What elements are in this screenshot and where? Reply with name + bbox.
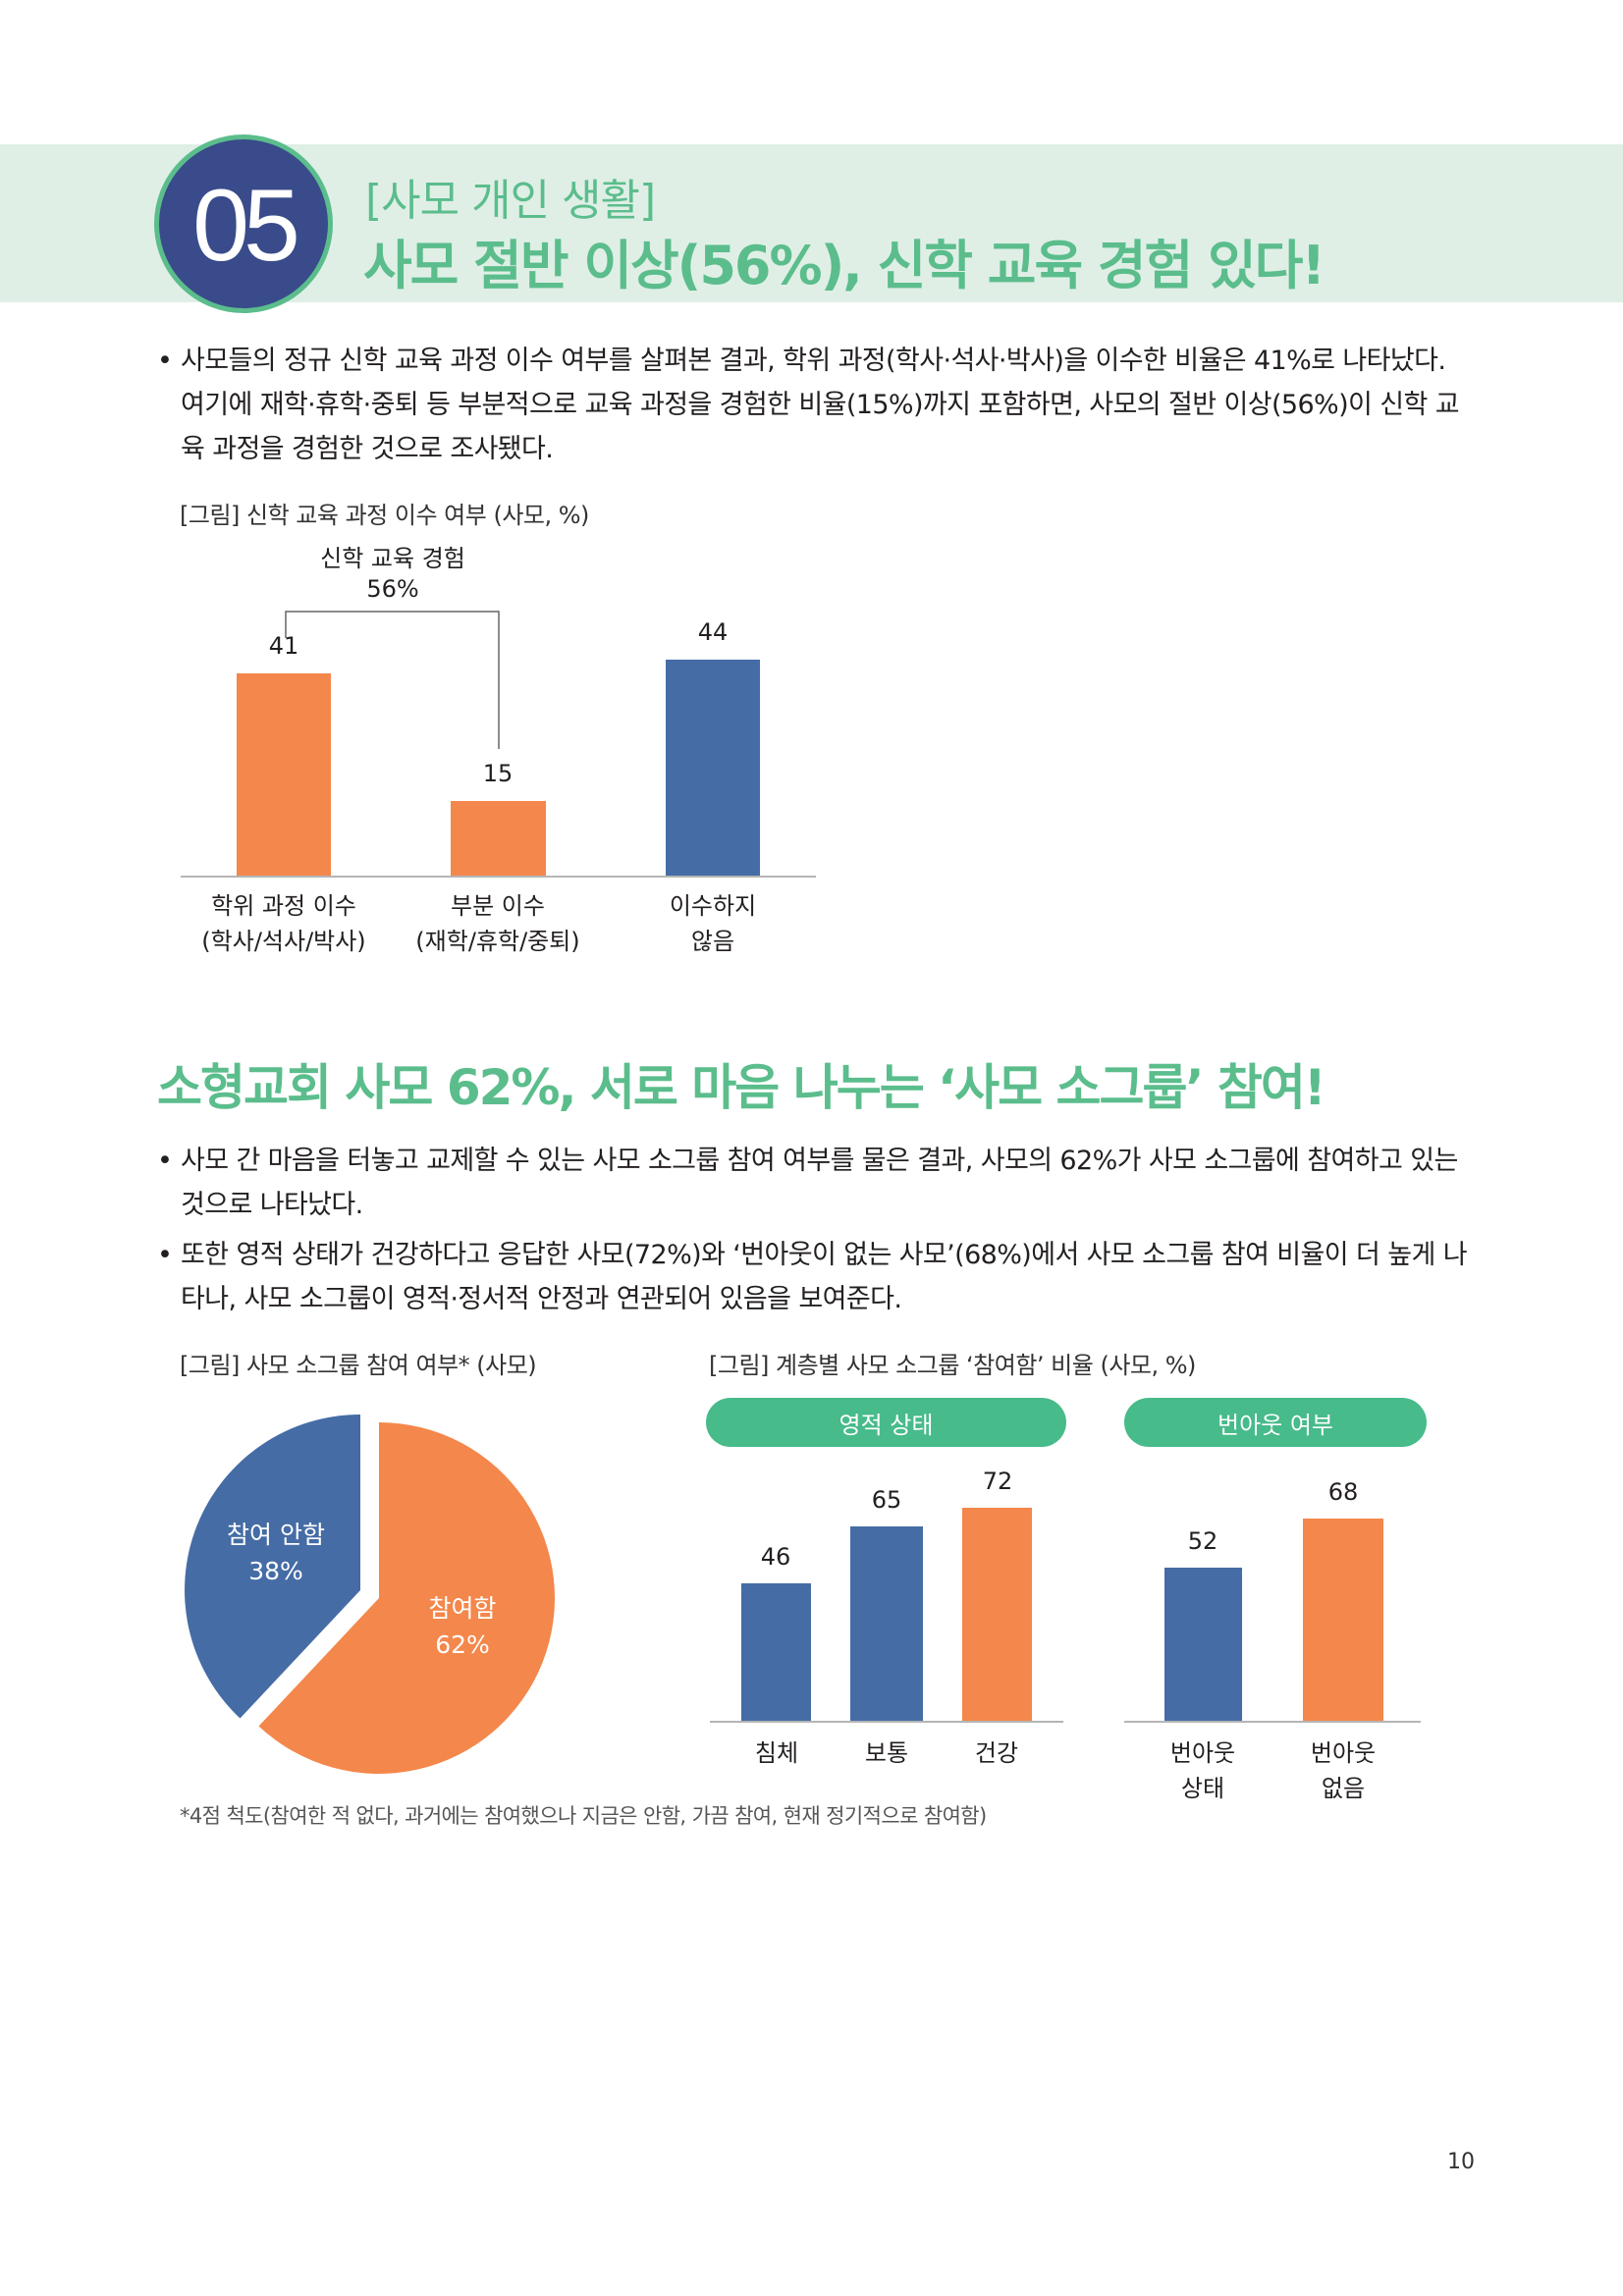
x-label: 침체 <box>754 1739 799 1767</box>
bar-value: 72 <box>982 1468 1013 1495</box>
bar-value: 46 <box>760 1543 791 1571</box>
bar-value: 15 <box>482 760 514 787</box>
pie-slice-not-participate <box>185 1415 360 1719</box>
bullet-icon: • <box>157 1240 173 1270</box>
page-number: 10 <box>1447 2150 1475 2174</box>
bullet-text: 사모 간 마음을 터놓고 교제할 수 있는 사모 소그룹 참여 여부를 물은 결… <box>181 1146 1458 1220</box>
bar-value: 68 <box>1327 1478 1359 1506</box>
bullet-paragraph: • 사모들의 정규 신학 교육 과정 이수 여부를 살펴본 결과, 학위 과정(… <box>157 339 1473 471</box>
x-label: 학위 과정 이수 (학사/석사/박사) <box>201 892 366 955</box>
bracket-annotation: 신학 교육 경험 56% <box>295 544 491 605</box>
bullet-paragraph: • 또한 영적 상태가 건강하다고 응답한 사모(72%)와 ‘번아웃이 없는 … <box>157 1233 1473 1321</box>
pie-caption: [그림] 사모 소그룹 참여 여부* (사모) <box>180 1352 537 1379</box>
bar-no-burnout <box>1303 1519 1383 1721</box>
bullet-text: 사모들의 정규 신학 교육 과정 이수 여부를 살펴본 결과, 학위 과정(학사… <box>181 346 1460 464</box>
x-label: 번아웃 상태 <box>1169 1739 1236 1802</box>
pill-spiritual-state: 영적 상태 <box>706 1398 1066 1447</box>
x-label: 이수하지 않음 <box>669 892 757 955</box>
section-number: 05 <box>192 169 300 283</box>
bar-normal <box>850 1526 923 1721</box>
bar-degree <box>237 673 331 876</box>
bracket-label: 신학 교육 경험 <box>320 545 465 572</box>
section-title: 사모 절반 이상(56%), 신학 교육 경험 있다! <box>363 235 1325 296</box>
bar-healthy <box>962 1508 1032 1721</box>
bar-stagnant <box>741 1583 811 1721</box>
x-label: 부분 이수 (재학/휴학/중퇴) <box>415 892 580 955</box>
pie-label-not: 참여 안함 38% <box>227 1521 325 1585</box>
bar-value: 41 <box>268 632 299 660</box>
footnote: *4점 척도(참여한 적 없다, 과거에는 참여했으나 지금은 안함, 가끔 참… <box>180 1804 987 1828</box>
x-axis <box>1124 1721 1421 1723</box>
bullet-icon: • <box>157 346 173 376</box>
bar-value: 44 <box>697 618 729 646</box>
bar-burnout <box>1164 1568 1242 1721</box>
bracket-lines <box>285 611 500 749</box>
pie-label-yes: 참여함 62% <box>428 1594 497 1659</box>
bar-value: 52 <box>1187 1527 1218 1555</box>
bar-partial <box>451 801 546 876</box>
pie-slice-participate <box>258 1422 556 1774</box>
x-label: 보통 <box>864 1739 909 1767</box>
x-axis <box>710 1721 1063 1723</box>
bar-none <box>666 660 760 876</box>
section-kicker: [사모 개인 생활] <box>365 176 656 226</box>
bracket-value: 56% <box>366 575 419 603</box>
bar-value: 65 <box>871 1486 902 1514</box>
bullet-text: 또한 영적 상태가 건강하다고 응답한 사모(72%)와 ‘번아웃이 없는 사모… <box>181 1240 1468 1314</box>
figure-caption: [그림] 신학 교육 과정 이수 여부 (사모, %) <box>180 502 589 529</box>
bullet-icon: • <box>157 1146 173 1176</box>
pill-burnout: 번아웃 여부 <box>1124 1398 1427 1447</box>
x-axis <box>181 876 816 878</box>
pie-chart <box>185 1415 556 1774</box>
bullet-paragraph: • 사모 간 마음을 터놓고 교제할 수 있는 사모 소그룹 참여 여부를 물은… <box>157 1139 1473 1227</box>
x-label: 번아웃 없음 <box>1310 1739 1377 1802</box>
bar-caption: [그림] 계층별 사모 소그룹 ‘참여함’ 비율 (사모, %) <box>709 1352 1196 1379</box>
section-number-badge: 05 <box>154 134 333 313</box>
x-label: 건강 <box>974 1739 1019 1767</box>
section2-title: 소형교회 사모 62%, 서로 마음 나누는 ‘사모 소그룹’ 참여! <box>157 1059 1326 1116</box>
